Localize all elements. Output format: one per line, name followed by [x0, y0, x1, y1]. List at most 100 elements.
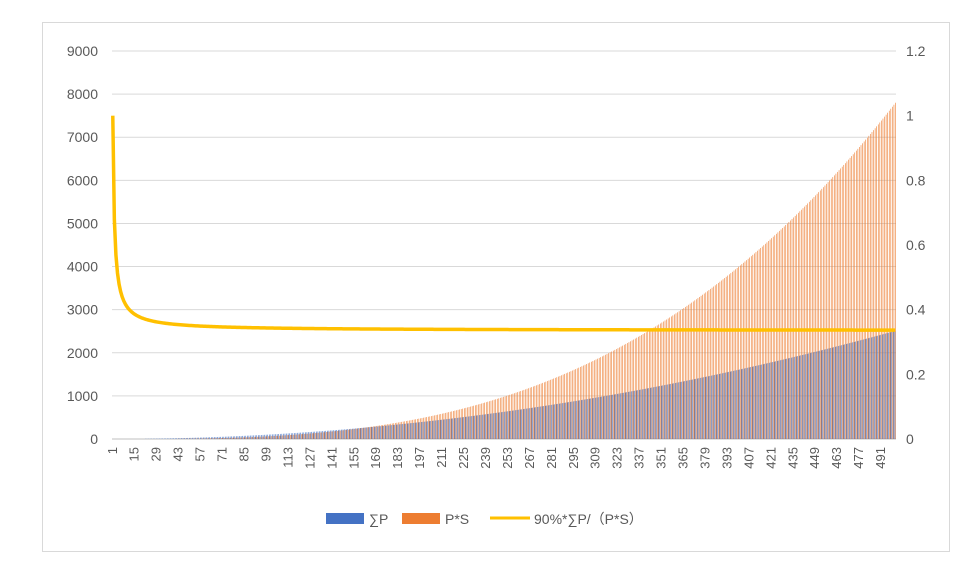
- bar-p-s: [302, 434, 304, 439]
- bar-p-s: [623, 344, 625, 439]
- bar-p-s: [396, 422, 398, 439]
- bar-p-s: [231, 437, 233, 439]
- bar-sum-p: [571, 401, 573, 439]
- bar-sum-p: [413, 422, 414, 439]
- bar-p-s: [727, 275, 729, 439]
- bar-sum-p: [377, 426, 378, 439]
- bar-sum-p: [584, 399, 585, 439]
- bar-sum-p: [751, 366, 753, 439]
- bar-sum-p: [720, 373, 722, 439]
- bar-p-s: [774, 235, 776, 439]
- bar-p-s: [258, 436, 260, 439]
- bar-p-s: [236, 437, 238, 439]
- bar-p-s: [674, 314, 675, 439]
- y-left-tick-label: 6000: [67, 172, 98, 188]
- bar-sum-p: [289, 433, 290, 439]
- bar-sum-p: [526, 408, 527, 439]
- x-tick-label: 43: [171, 447, 186, 461]
- bar-p-s: [578, 367, 580, 439]
- bar-sum-p: [792, 357, 794, 439]
- x-tick-label: 267: [522, 447, 537, 469]
- bar-sum-p: [541, 406, 543, 439]
- bar-sum-p: [502, 411, 504, 439]
- bar-sum-p: [283, 433, 284, 439]
- bar-sum-p: [276, 434, 278, 439]
- bar-sum-p: [781, 359, 783, 439]
- x-tick-label: 309: [588, 447, 603, 469]
- bar-sum-p: [599, 396, 601, 439]
- bar-p-s: [358, 428, 360, 439]
- bar-p-s: [710, 288, 711, 439]
- bar-sum-p: [869, 337, 871, 439]
- bar-p-s: [263, 436, 264, 439]
- bar-sum-p: [825, 349, 827, 439]
- bar-sum-p: [639, 389, 640, 439]
- bar-sum-p: [552, 404, 554, 439]
- bar-sum-p: [817, 351, 819, 439]
- bar-p-s: [738, 266, 740, 439]
- bar-p-s: [570, 371, 572, 439]
- bar-sum-p: [602, 396, 604, 439]
- bar-sum-p: [261, 434, 262, 439]
- bar-p-s: [887, 112, 888, 439]
- gridlines: [112, 50, 896, 440]
- bar-p-s: [802, 208, 804, 439]
- bar-sum-p: [604, 396, 606, 439]
- bar-p-s: [724, 278, 725, 439]
- bar-sum-p: [695, 378, 697, 439]
- bar-sum-p: [496, 412, 497, 439]
- bar-p-s: [442, 413, 443, 439]
- bar-sum-p: [298, 432, 300, 439]
- bar-sum-p: [295, 432, 297, 439]
- bar-sum-p: [719, 373, 720, 439]
- bar-sum-p: [753, 366, 755, 439]
- bar-sum-p: [700, 377, 701, 439]
- bar-p-s: [683, 308, 685, 439]
- bar-p-s: [384, 424, 385, 439]
- bar-sum-p: [455, 418, 457, 439]
- bar-sum-p: [515, 410, 516, 439]
- bar-sum-p: [748, 367, 750, 439]
- bar-p-s: [308, 433, 310, 439]
- bar-sum-p: [225, 436, 226, 439]
- bar-p-s: [754, 253, 755, 439]
- bar-sum-p: [861, 339, 863, 439]
- bar-sum-p: [559, 403, 560, 439]
- bar-p-s: [305, 433, 307, 439]
- bar-p-s: [807, 203, 809, 439]
- bar-sum-p: [419, 422, 421, 439]
- bar-sum-p: [587, 399, 588, 439]
- bar-p-s: [859, 146, 860, 439]
- bar-p-s: [291, 434, 293, 439]
- bar-sum-p: [486, 414, 488, 439]
- x-tick-label: 155: [346, 447, 361, 469]
- x-tick-label: 365: [676, 447, 691, 469]
- bar-sum-p: [397, 424, 399, 439]
- bar-p-s: [777, 232, 779, 439]
- bar-p-s: [634, 338, 636, 439]
- bar-sum-p: [548, 405, 549, 439]
- bar-sum-p: [237, 436, 239, 439]
- bar-p-s: [592, 361, 594, 439]
- bar-p-s: [660, 323, 661, 439]
- bar-sum-p: [458, 417, 460, 439]
- bar-p-s: [583, 365, 584, 439]
- bar-sum-p: [629, 391, 631, 439]
- bar-sum-p: [643, 389, 645, 439]
- bar-sum-p: [441, 419, 443, 439]
- bar-sum-p: [527, 408, 529, 439]
- bar-sum-p: [210, 437, 212, 439]
- bar-sum-p: [421, 422, 422, 439]
- bar-sum-p: [444, 419, 446, 439]
- bar-p-s: [622, 345, 623, 439]
- bar-sum-p: [855, 341, 857, 439]
- bar-sum-p: [684, 381, 686, 439]
- bar-sum-p: [174, 438, 176, 439]
- legend-swatch-p-s: [402, 513, 440, 524]
- bar-sum-p: [758, 365, 759, 439]
- bar-p-s: [879, 122, 881, 439]
- bar-p-s: [573, 369, 575, 439]
- bar-p-s: [711, 287, 713, 439]
- bar-sum-p: [435, 420, 436, 439]
